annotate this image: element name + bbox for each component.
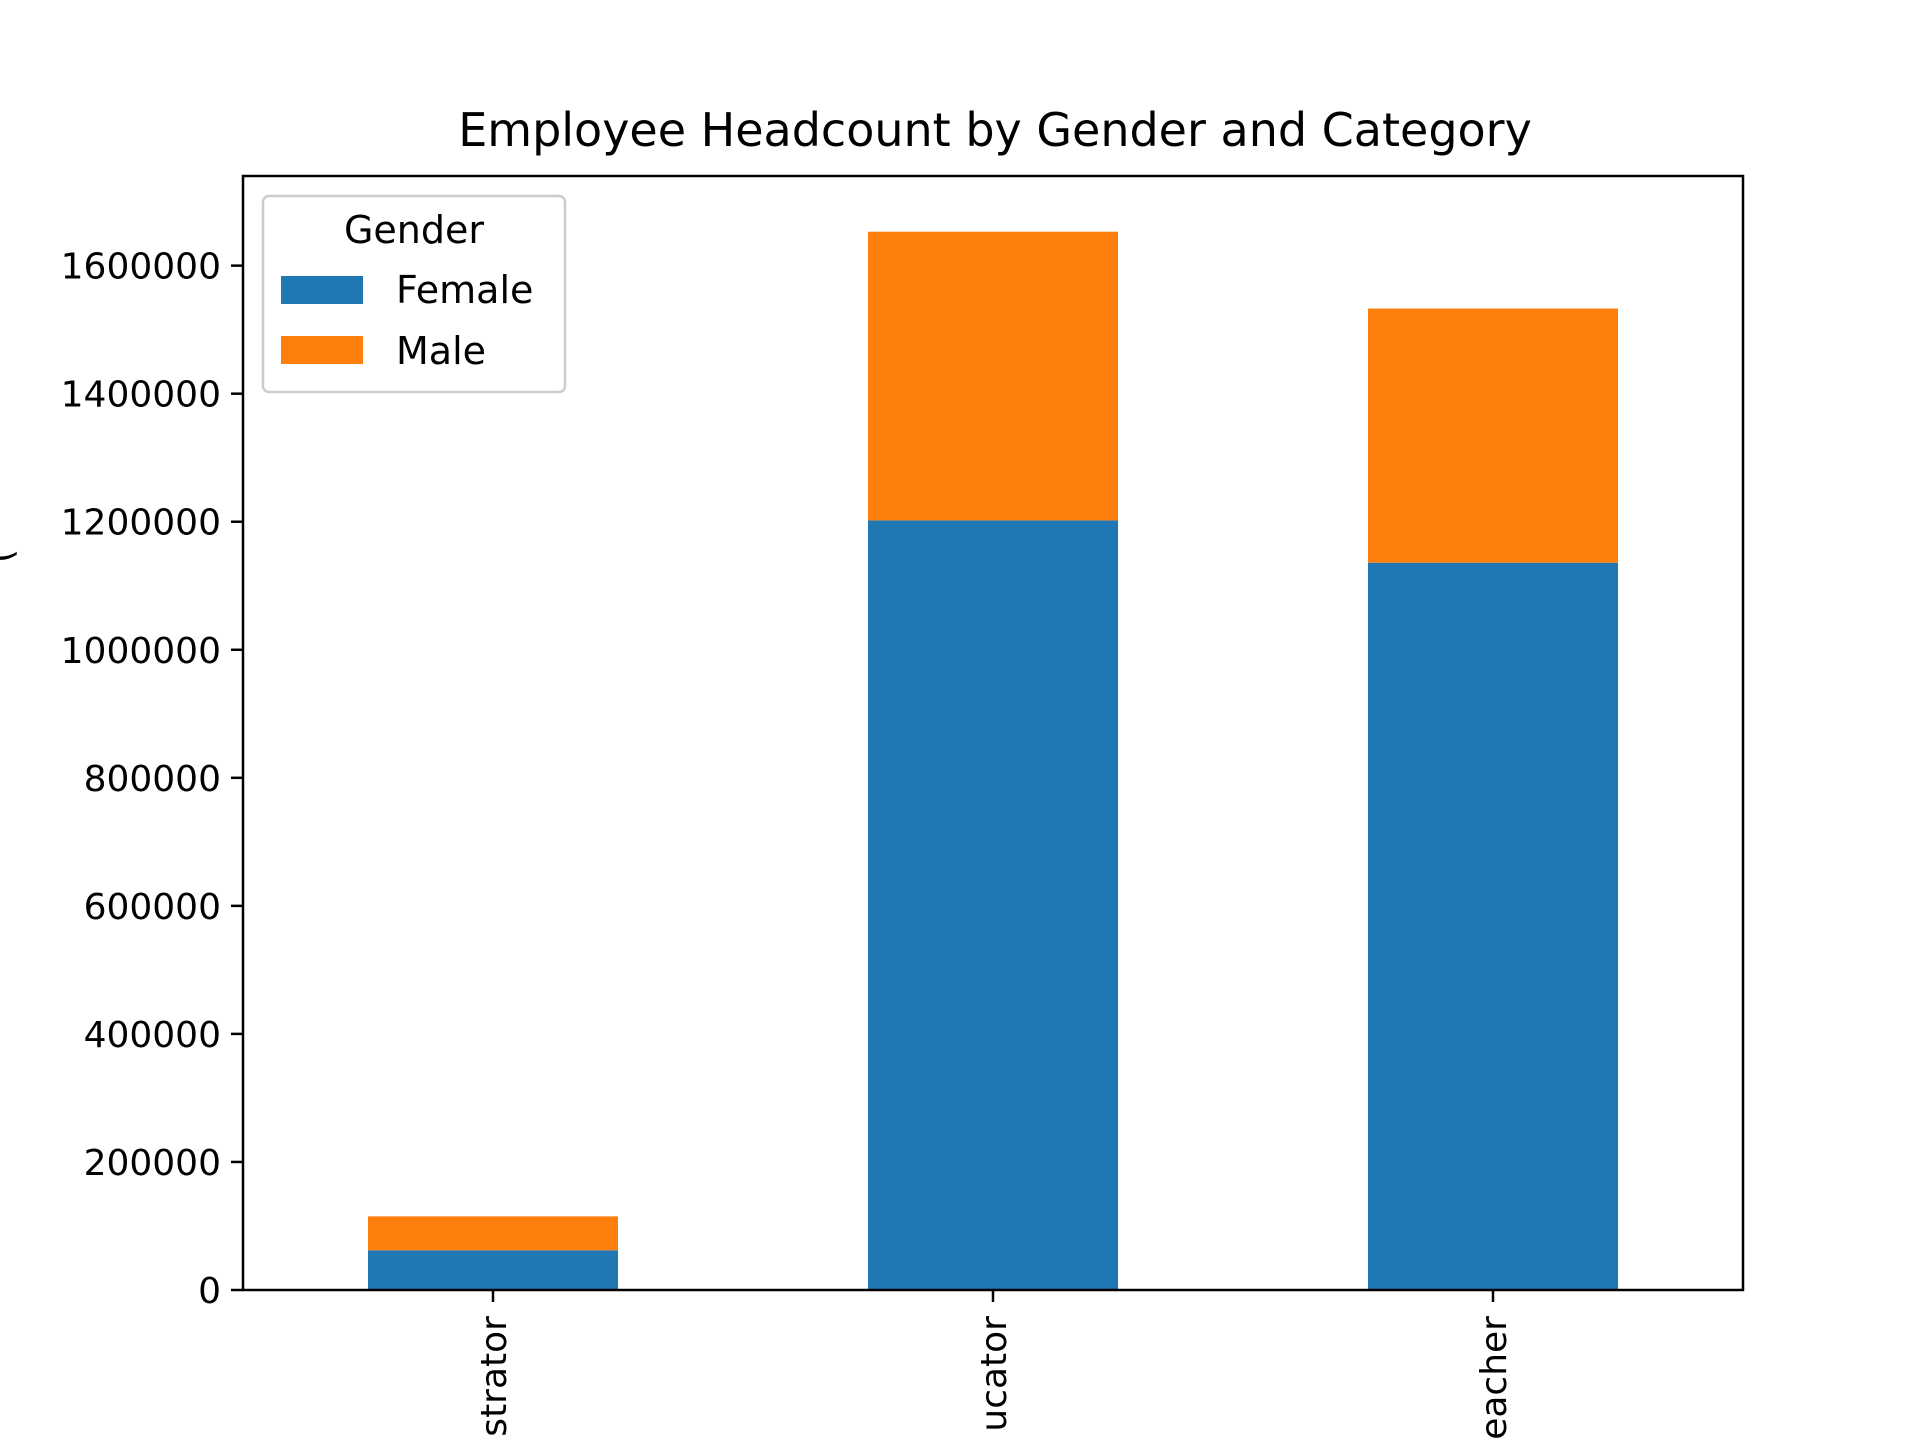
legend-label-female: Female — [396, 268, 533, 312]
y-tick-label: 400000 — [84, 1015, 221, 1056]
legend: Gender Female Male — [261, 194, 567, 394]
x-axis-ticks: strator ucator eacher — [474, 1290, 1515, 1440]
y-tick-label: 1400000 — [61, 375, 221, 416]
bar-ucator-female — [868, 520, 1118, 1290]
bar-eacher-male — [1368, 308, 1618, 563]
legend-title: Gender — [344, 208, 484, 252]
x-tick-label-strator: strator — [474, 1316, 515, 1437]
legend-swatch-female — [281, 276, 363, 304]
chart-title: Employee Headcount by Gender and Categor… — [458, 103, 1532, 157]
y-tick-label: 1000000 — [61, 631, 221, 672]
y-axis-ticks: 0 200000 400000 600000 800000 1000000 1200000 1… — [61, 247, 243, 1312]
legend-swatch-male — [281, 336, 363, 364]
plot-frame — [241, 174, 1745, 1292]
y-axis-label: ( — [0, 549, 21, 563]
x-tick-label-eacher: eacher — [1474, 1316, 1515, 1440]
bar-strator-male — [368, 1216, 618, 1251]
legend-label-male: Male — [396, 329, 486, 373]
y-tick-label: 600000 — [84, 887, 221, 928]
bars-layer — [368, 231, 1618, 1290]
y-tick-label: 200000 — [84, 1143, 221, 1184]
bar-ucator-male — [868, 231, 1118, 521]
bar-eacher-female — [1368, 562, 1618, 1290]
x-tick-label-ucator: ucator — [974, 1316, 1015, 1432]
y-tick-label: 1600000 — [61, 247, 221, 288]
y-tick-label: 1200000 — [61, 503, 221, 544]
bar-strator-female — [368, 1250, 618, 1290]
y-tick-label: 800000 — [84, 759, 221, 800]
y-tick-label: 0 — [198, 1271, 221, 1312]
